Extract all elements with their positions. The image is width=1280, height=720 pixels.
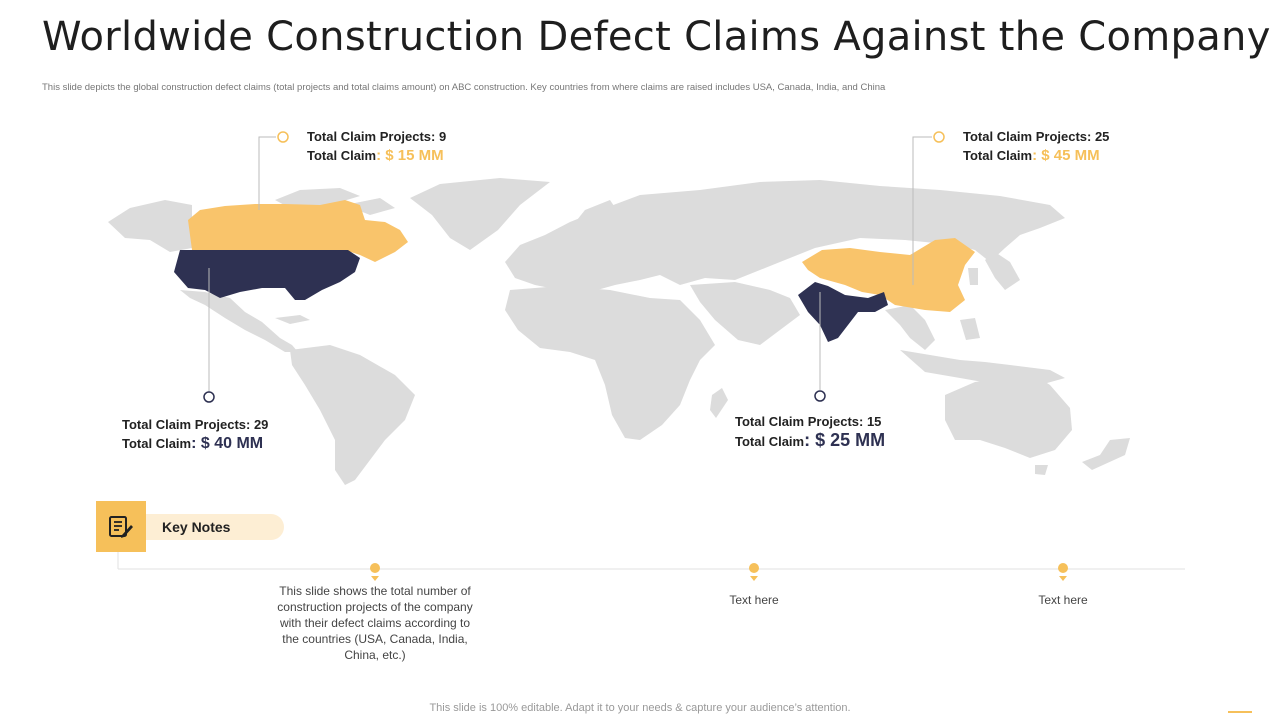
map-land [108,178,1130,485]
marker-china [933,131,945,143]
timeline-pin-1 [370,563,380,581]
callout-china: Total Claim Projects: 25 Total Claim: $ … [963,127,1109,165]
page-subtitle: This slide depicts the global constructi… [42,82,886,93]
timeline-pin-3 [1058,563,1068,581]
callout-usa: Total Claim Projects: 29 Total Claim: $ … [122,415,268,453]
callout-india-projects: Total Claim Projects: 15 [735,414,882,429]
map-china [802,238,975,312]
page-title: Worldwide Construction Defect Claims Aga… [42,14,1271,60]
callout-usa-claim-label: Total Claim [122,436,192,451]
key-notes-label: Key Notes [162,519,231,535]
callout-china-claim-label: Total Claim [963,148,1033,163]
note-1: This slide shows the total number of con… [277,584,473,662]
notepad-pencil-icon [109,515,133,538]
marker-canada [277,131,289,143]
note-3: Text here [1038,593,1088,607]
footer-note: This slide is 100% editable. Adapt it to… [429,702,851,714]
map-canada [188,200,408,262]
callout-china-projects: Total Claim Projects: 25 [963,129,1110,144]
key-notes-icon-box [96,501,146,552]
callout-china-claim-value: : $ 45 MM [1032,147,1100,164]
note-2: Text here [729,593,779,607]
callout-india-claim-label: Total Claim [735,434,805,449]
marker-india [814,390,826,402]
callout-usa-claim-value: : $ 40 MM [191,435,264,452]
callout-canada: Total Claim Projects: 9 Total Claim: $ 1… [307,127,446,165]
callout-canada-projects: Total Claim Projects: 9 [307,129,447,144]
leader-lines [208,136,932,392]
timeline-pin-2 [749,563,759,581]
key-notes-pill [140,514,284,540]
map-usa [174,250,360,300]
callout-india-claim-value: : $ 25 MM [804,430,886,450]
callout-usa-projects: Total Claim Projects: 29 [122,417,269,432]
callout-canada-claim-value: : $ 15 MM [376,147,444,164]
callout-india: Total Claim Projects: 15 Total Claim: $ … [735,412,885,451]
callout-canada-claim-label: Total Claim [307,148,377,163]
corner-accent [1228,711,1252,713]
marker-usa [203,391,215,403]
